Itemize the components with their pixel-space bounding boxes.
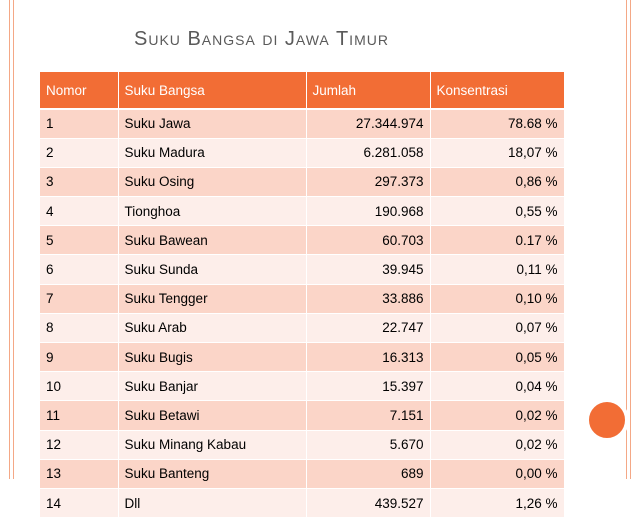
cell-konsentrasi: 0,05 % (430, 342, 565, 373)
cell-nomor: 4 (40, 196, 119, 227)
cell-konsentrasi: 0,07 % (430, 313, 565, 344)
slide-title: Suku Bangsa di Jawa Timur (134, 28, 389, 50)
right-border-line-outer (630, 0, 631, 479)
cell-suku-bangsa: Suku Jawa (118, 109, 307, 139)
cell-konsentrasi: 0,02 % (430, 430, 565, 460)
cell-nomor: 11 (40, 400, 119, 431)
cell-nomor: 3 (40, 167, 119, 198)
cell-konsentrasi: 18,07 % (430, 138, 565, 168)
ethnic-groups-table: Nomor Suku Bangsa Jumlah Konsentrasi 1 Su… (40, 72, 565, 518)
cell-suku-bangsa: Tionghoa (118, 196, 307, 227)
table-row: 14 Dll 439.527 1,26 % (40, 488, 565, 518)
cell-nomor: 14 (40, 488, 119, 518)
cell-jumlah: 39.945 (306, 254, 431, 285)
header-suku-bangsa: Suku Bangsa (118, 72, 307, 110)
cell-jumlah: 190.968 (306, 196, 431, 227)
cell-konsentrasi: 0,04 % (430, 371, 565, 402)
cell-suku-bangsa: Suku Tengger (118, 284, 307, 314)
cell-nomor: 8 (40, 313, 119, 344)
cell-suku-bangsa: Suku Bugis (118, 342, 307, 373)
cell-konsentrasi: 1,26 % (430, 488, 565, 518)
cell-nomor: 2 (40, 138, 119, 168)
cell-jumlah: 60.703 (306, 225, 431, 256)
cell-suku-bangsa: Suku Osing (118, 167, 307, 198)
left-border-line-outer (9, 0, 10, 479)
cell-konsentrasi: 0,86 % (430, 167, 565, 198)
cell-nomor: 7 (40, 284, 119, 314)
cell-nomor: 13 (40, 459, 119, 489)
cell-jumlah: 7.151 (306, 400, 431, 431)
cell-suku-bangsa: Suku Banteng (118, 459, 307, 489)
cell-konsentrasi: 0,55 % (430, 196, 565, 227)
table-row: 10 Suku Banjar 15.397 0,04 % (40, 371, 565, 402)
table-row: 13 Suku Banteng 689 0,00 % (40, 459, 565, 489)
decorative-circle (585, 398, 629, 442)
table-row: 8 Suku Arab 22.747 0,07 % (40, 313, 565, 344)
cell-jumlah: 27.344.974 (306, 109, 431, 139)
table-row: 12 Suku Minang Kabau 5.670 0,02 % (40, 430, 565, 460)
cell-konsentrasi: 0.17 % (430, 225, 565, 256)
cell-jumlah: 5.670 (306, 430, 431, 460)
header-jumlah: Jumlah (306, 72, 431, 110)
table-header-row: Nomor Suku Bangsa Jumlah Konsentrasi (40, 72, 565, 110)
cell-nomor: 1 (40, 109, 119, 139)
table-row: 6 Suku Sunda 39.945 0,11 % (40, 254, 565, 285)
header-nomor: Nomor (40, 72, 119, 110)
cell-suku-bangsa: Suku Bawean (118, 225, 307, 256)
cell-konsentrasi: 0,10 % (430, 284, 565, 314)
cell-nomor: 5 (40, 225, 119, 256)
header-konsentrasi: Konsentrasi (430, 72, 565, 110)
right-border-line-inner (626, 0, 627, 479)
cell-konsentrasi: 0,00 % (430, 459, 565, 489)
cell-suku-bangsa: Dll (118, 488, 307, 518)
cell-suku-bangsa: Suku Banjar (118, 371, 307, 402)
cell-jumlah: 6.281.058 (306, 138, 431, 168)
cell-suku-bangsa: Suku Sunda (118, 254, 307, 285)
cell-nomor: 12 (40, 430, 119, 460)
cell-konsentrasi: 0,02 % (430, 400, 565, 431)
cell-konsentrasi: 0,11 % (430, 254, 565, 285)
cell-jumlah: 439.527 (306, 488, 431, 518)
table-row: 5 Suku Bawean 60.703 0.17 % (40, 225, 565, 256)
left-border-line-inner (13, 0, 14, 479)
cell-nomor: 9 (40, 342, 119, 373)
cell-suku-bangsa: Suku Madura (118, 138, 307, 168)
table-row: 11 Suku Betawi 7.151 0,02 % (40, 400, 565, 431)
table-body: 1 Suku Jawa 27.344.974 78.68 % 2 Suku Madura 6… (40, 109, 565, 518)
table-row: 3 Suku Osing 297.373 0,86 % (40, 167, 565, 198)
cell-jumlah: 689 (306, 459, 431, 489)
table-row: 1 Suku Jawa 27.344.974 78.68 % (40, 109, 565, 139)
cell-jumlah: 15.397 (306, 371, 431, 402)
table-row: 2 Suku Madura 6.281.058 18,07 % (40, 138, 565, 168)
table-row: 7 Suku Tengger 33.886 0,10 % (40, 284, 565, 314)
cell-jumlah: 16.313 (306, 342, 431, 373)
cell-jumlah: 297.373 (306, 167, 431, 198)
cell-nomor: 10 (40, 371, 119, 402)
cell-suku-bangsa: Suku Betawi (118, 400, 307, 431)
cell-nomor: 6 (40, 254, 119, 285)
cell-konsentrasi: 78.68 % (430, 109, 565, 139)
table-row: 9 Suku Bugis 16.313 0,05 % (40, 342, 565, 373)
cell-suku-bangsa: Suku Minang Kabau (118, 430, 307, 460)
table-row: 4 Tionghoa 190.968 0,55 % (40, 196, 565, 227)
cell-suku-bangsa: Suku Arab (118, 313, 307, 344)
cell-jumlah: 33.886 (306, 284, 431, 314)
cell-jumlah: 22.747 (306, 313, 431, 344)
